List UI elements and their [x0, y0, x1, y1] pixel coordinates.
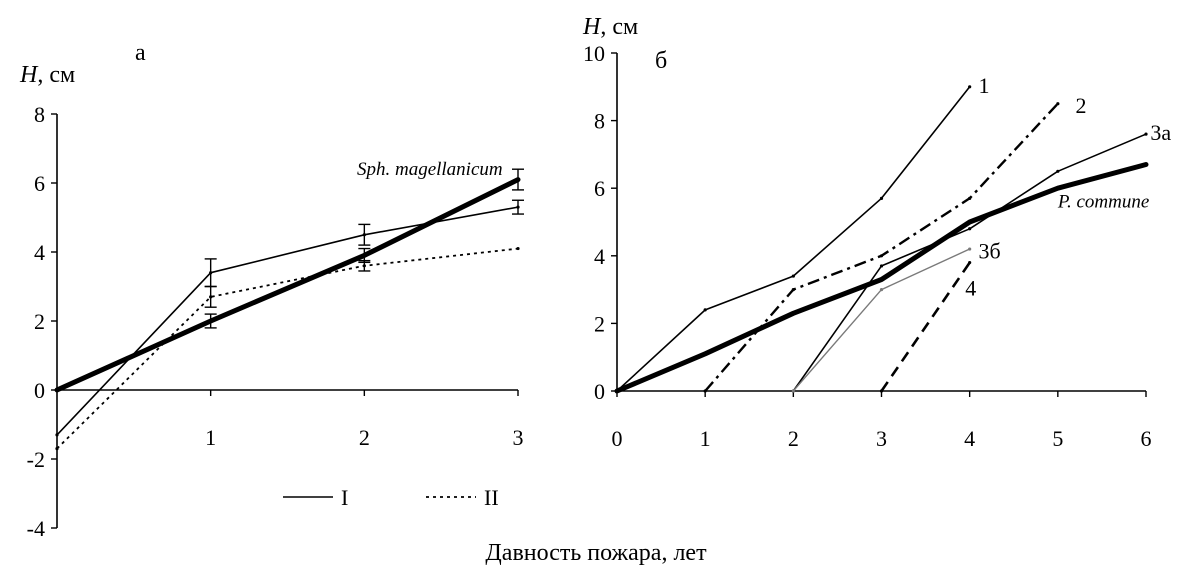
legend-label: I: [341, 485, 348, 510]
data-point: [791, 288, 795, 292]
data-point: [791, 389, 795, 393]
x-tick-label: 6: [1141, 426, 1152, 451]
y-axis-title-var: H: [19, 62, 39, 88]
y-tick-label: -4: [27, 516, 45, 541]
series-annotation: Sph. magellanicum: [357, 159, 503, 180]
data-point: [879, 389, 884, 393]
panel-label: а: [135, 40, 146, 66]
y-tick-label: 10: [583, 41, 605, 66]
data-point: [703, 389, 707, 393]
series-annotation: 2: [1075, 93, 1086, 118]
x-tick-label: 5: [1052, 426, 1063, 451]
x-axis-label: Давность пожара, лет: [485, 540, 707, 566]
data-point: [968, 227, 972, 231]
data-point: [879, 264, 884, 268]
x-tick-label: 2: [788, 426, 799, 451]
series-line: [54, 177, 521, 393]
legend-label: II: [484, 485, 499, 510]
data-point: [968, 196, 972, 200]
data-point: [703, 308, 707, 312]
y-tick-label: 0: [34, 378, 45, 403]
panel-label: б: [655, 48, 667, 74]
series-annotation: 3б: [978, 238, 1000, 263]
data-point: [1056, 169, 1060, 173]
y-axis-title-unit: , см: [600, 14, 638, 40]
series-line: [56, 247, 519, 450]
y-axis-title-var: H: [582, 14, 602, 40]
y-tick-label: 0: [594, 379, 605, 404]
y-tick-label: 2: [34, 309, 45, 334]
data-point: [1056, 102, 1060, 106]
y-tick-label: -2: [27, 447, 45, 472]
series-annotation: 1: [978, 73, 989, 98]
y-tick-label: 8: [594, 109, 605, 134]
data-point: [55, 447, 59, 451]
y-axis-title-unit: , см: [37, 62, 75, 88]
y-axis-title: H, см: [582, 14, 638, 40]
x-tick-label: 3: [876, 426, 887, 451]
series-line: [56, 206, 519, 436]
data-point: [879, 288, 884, 292]
data-point: [968, 260, 972, 265]
y-axis-title: H, см: [19, 62, 75, 88]
series-line: [792, 248, 971, 392]
x-tick-label: 1: [700, 426, 711, 451]
y-tick-label: 2: [594, 311, 605, 336]
data-point: [1144, 132, 1148, 136]
y-tick-label: 8: [34, 102, 45, 127]
series-annotation: P. commune: [1057, 192, 1149, 213]
x-tick-label: 1: [205, 425, 216, 450]
y-tick-label: 6: [594, 176, 605, 201]
series-line: [880, 261, 971, 392]
data-point: [791, 274, 795, 278]
x-tick-label: 2: [359, 425, 370, 450]
data-point: [55, 433, 59, 437]
y-tick-label: 4: [594, 244, 605, 269]
y-tick-label: 4: [34, 240, 45, 265]
data-point: [879, 254, 884, 258]
x-tick-label: 4: [964, 426, 975, 451]
series-line: [614, 162, 1149, 394]
data-point: [879, 196, 884, 200]
series-line: [704, 102, 1059, 392]
data-point: [968, 85, 972, 89]
x-tick-label: 0: [612, 426, 623, 451]
x-tick-label: 3: [513, 425, 524, 450]
series-annotation: 4: [965, 276, 976, 301]
series-line: [616, 86, 971, 392]
data-point: [516, 246, 520, 251]
y-tick-label: 6: [34, 171, 45, 196]
data-point: [968, 247, 972, 251]
series-annotation: 3а: [1150, 120, 1171, 145]
